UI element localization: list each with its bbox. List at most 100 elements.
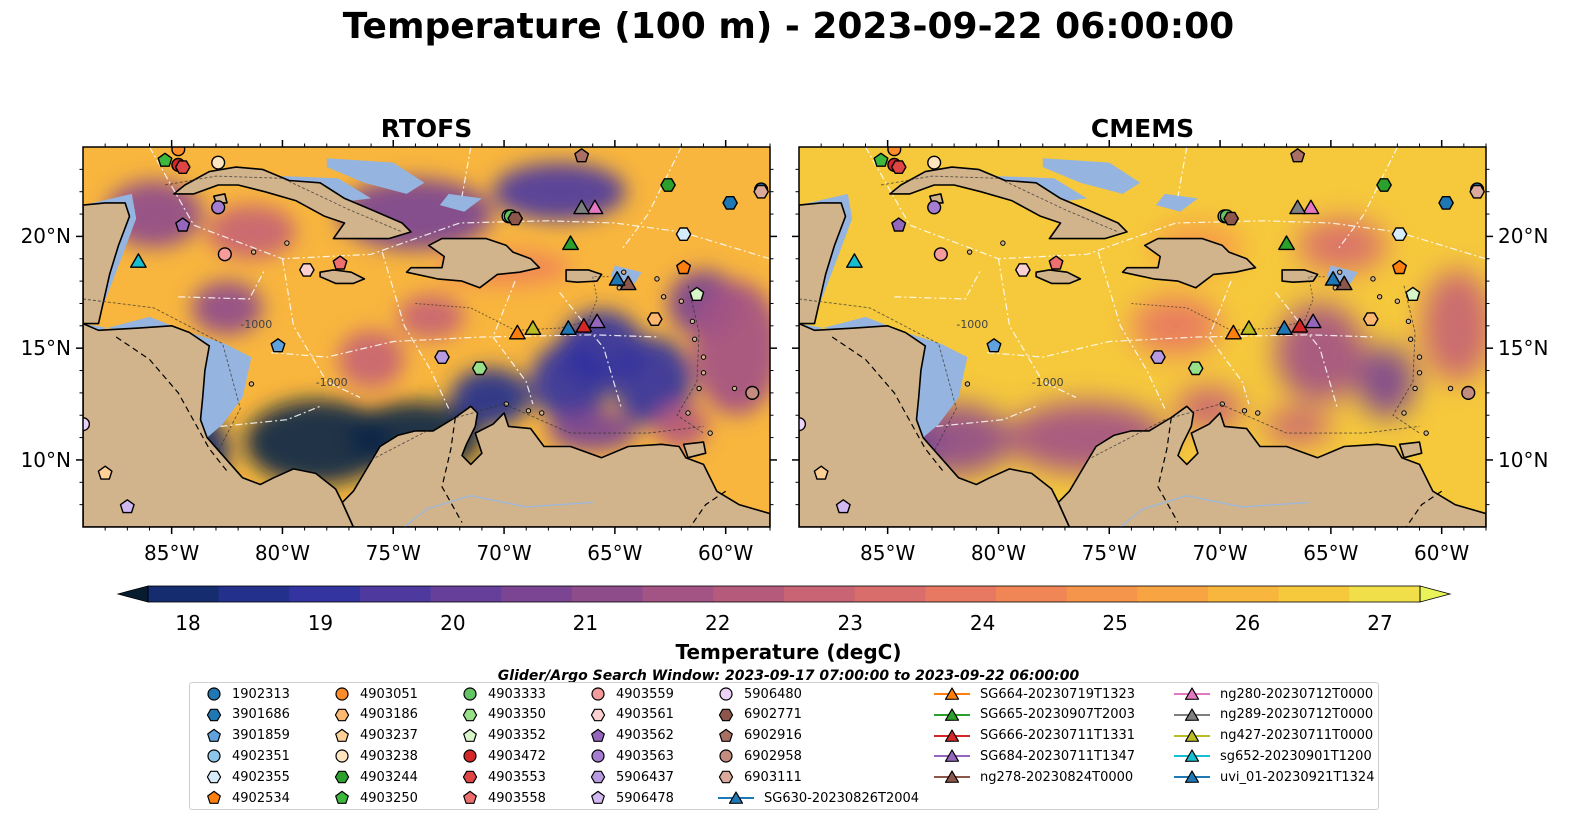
isobath-contour xyxy=(370,403,704,461)
argo-float-4903558 xyxy=(332,255,348,270)
small-island xyxy=(731,385,738,392)
legend-item: 3901686 xyxy=(204,705,290,725)
legend-marker xyxy=(718,770,734,784)
argo-float-4903352 xyxy=(689,286,705,302)
argo-float-5906478 xyxy=(119,499,135,514)
glider-SG666-20230711T1331 xyxy=(1291,317,1309,333)
legend-item: 4903558 xyxy=(460,788,546,808)
argo-float-6902771 xyxy=(507,211,523,226)
temperature-anomaly xyxy=(548,410,638,451)
x-tick-label: 65°W xyxy=(1303,541,1359,565)
argo-float-4902355 xyxy=(675,227,692,242)
panel-title-rtofs: RTOFS xyxy=(380,114,473,143)
glider-SG664-20230719T1323 xyxy=(508,324,526,340)
legend-item: SG665-20230907T2003 xyxy=(932,705,1135,725)
colorbar-segment xyxy=(430,586,502,602)
land-jamaica xyxy=(1035,269,1082,285)
shelf-region xyxy=(326,158,425,194)
legend-item: 6902958 xyxy=(716,746,802,766)
legend-item: 1902313 xyxy=(204,684,290,704)
land-jamaica xyxy=(319,269,366,285)
legend-marker xyxy=(934,770,970,784)
eez-boundary xyxy=(997,258,1077,398)
legend-marker xyxy=(463,728,477,742)
x-tick-label: 70°W xyxy=(1192,541,1248,565)
legend-item: SG684-20230711T1347 xyxy=(932,746,1135,766)
legend-item: 4903553 xyxy=(460,767,546,787)
x-tick-label: 75°W xyxy=(365,541,421,565)
legend-marker xyxy=(206,708,222,722)
legend-item: ng278-20230824T0000 xyxy=(932,767,1133,787)
small-island xyxy=(1376,294,1383,300)
legend-item: 4903186 xyxy=(332,705,418,725)
legend-marker xyxy=(934,687,970,700)
legend-item: 5906437 xyxy=(588,767,674,787)
legend-marker xyxy=(590,708,606,722)
eez-boundary xyxy=(281,258,361,398)
colorbar-tick-label: 27 xyxy=(1367,611,1393,635)
isobath-contour xyxy=(799,298,957,452)
small-island xyxy=(250,249,257,255)
legend-marker xyxy=(934,749,970,763)
argo-float-4903553 xyxy=(890,160,907,174)
colorbar-segment xyxy=(148,586,220,602)
legend-marker xyxy=(335,749,349,763)
y-tick-label: 15°N xyxy=(20,336,71,361)
small-island xyxy=(621,269,627,275)
small-island xyxy=(691,336,698,342)
x-tick-label: 85°W xyxy=(860,541,916,565)
temperature-anomaly xyxy=(612,337,693,427)
argo-float-4903561 xyxy=(298,263,315,277)
legend-item: ng289-20230712T0000 xyxy=(1172,705,1373,725)
small-island xyxy=(1241,408,1248,414)
small-island xyxy=(248,381,255,387)
glider-SG630-20230826T2004 xyxy=(1275,320,1293,336)
shelf-region xyxy=(1155,193,1198,212)
legend-label: SG630-20230826T2004 xyxy=(764,790,920,806)
colorbar-segment xyxy=(925,586,997,602)
small-island xyxy=(284,240,290,246)
legend-item: 4902355 xyxy=(204,767,290,787)
legend-marker xyxy=(334,770,350,784)
legend-marker xyxy=(591,687,605,701)
small-island xyxy=(1401,410,1407,416)
land-hispaniola xyxy=(1121,237,1257,289)
legend-label: 4903558 xyxy=(488,790,546,806)
glider-uvi_01-20230921T1324 xyxy=(608,270,626,286)
legend-marker xyxy=(591,790,605,804)
legend-marker xyxy=(207,687,221,701)
isobath-contour xyxy=(1392,285,1420,434)
argo-float-4903186 xyxy=(1362,312,1379,327)
argo-float-4903559 xyxy=(217,247,232,262)
small-island xyxy=(700,370,707,376)
eez-boundary xyxy=(178,269,266,300)
argo-float-4903250 xyxy=(157,152,173,167)
legend-item: 4902351 xyxy=(204,746,290,766)
contour-label: -1000 xyxy=(316,376,348,389)
eez-boundary xyxy=(1177,147,1188,197)
legend-label: 4903238 xyxy=(360,748,418,764)
glider-sg652-20230901T1200 xyxy=(846,253,863,268)
legend-marker xyxy=(934,708,970,721)
legend-marker xyxy=(591,749,605,763)
legend-label: 4902534 xyxy=(232,790,290,806)
legend-item: 4903563 xyxy=(588,746,674,766)
country-border xyxy=(441,417,463,523)
argo-float-6903111 xyxy=(1469,184,1485,199)
small-island xyxy=(503,401,509,407)
argo-float-5906480 xyxy=(83,417,91,432)
legend-label: sg652-20230901T1200 xyxy=(1220,748,1372,764)
legend-label: 4903561 xyxy=(616,707,674,723)
eez-boundary xyxy=(987,334,1376,358)
argo-float-5906437 xyxy=(434,350,450,365)
colorbar-segment xyxy=(572,586,644,602)
legend-label: 6902958 xyxy=(744,748,802,764)
legend-item: 4903472 xyxy=(460,746,546,766)
glider-ng289-20230712T0000 xyxy=(1289,199,1307,215)
y-tick-label: 15°N xyxy=(1498,336,1549,361)
legend-label: 6903111 xyxy=(744,769,802,785)
argo-float-4903350 xyxy=(471,361,488,376)
legend-item: 4903350 xyxy=(460,705,546,725)
argo-float-4903350 xyxy=(1187,361,1204,376)
small-island xyxy=(1412,385,1418,392)
